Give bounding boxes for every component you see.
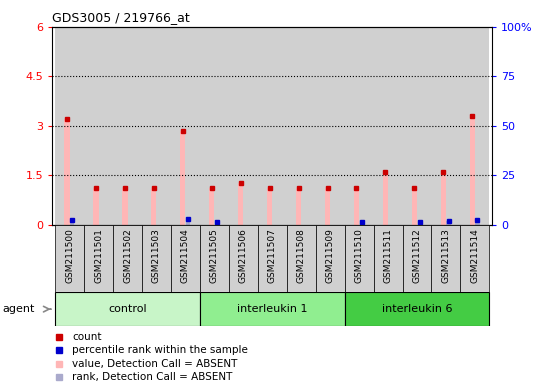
- Bar: [360, 222, 364, 225]
- Bar: [151, 189, 156, 225]
- Bar: [200, 292, 345, 326]
- Text: interleukin 6: interleukin 6: [382, 304, 452, 314]
- Bar: [383, 172, 388, 225]
- Bar: [345, 27, 373, 225]
- Bar: [113, 27, 142, 225]
- Text: GSM211512: GSM211512: [412, 228, 421, 283]
- Bar: [345, 292, 490, 326]
- Bar: [345, 225, 373, 292]
- Text: GSM211504: GSM211504: [181, 228, 190, 283]
- Text: interleukin 1: interleukin 1: [237, 304, 307, 314]
- Bar: [403, 27, 431, 225]
- Bar: [200, 225, 229, 292]
- Bar: [354, 189, 359, 225]
- Bar: [431, 27, 460, 225]
- Bar: [460, 27, 490, 225]
- Bar: [287, 27, 316, 225]
- Bar: [417, 222, 422, 225]
- Text: percentile rank within the sample: percentile rank within the sample: [72, 345, 248, 356]
- Bar: [55, 225, 84, 292]
- Text: count: count: [72, 332, 102, 342]
- Text: GSM211503: GSM211503: [152, 228, 161, 283]
- Text: GSM211500: GSM211500: [65, 228, 74, 283]
- Bar: [403, 225, 431, 292]
- Bar: [180, 131, 185, 225]
- Bar: [84, 27, 113, 225]
- Bar: [475, 220, 480, 225]
- Bar: [64, 119, 70, 225]
- Bar: [55, 27, 84, 225]
- Bar: [373, 27, 403, 225]
- Bar: [209, 189, 214, 225]
- Text: agent: agent: [3, 304, 35, 314]
- Bar: [287, 225, 316, 292]
- Text: value, Detection Call = ABSENT: value, Detection Call = ABSENT: [72, 359, 238, 369]
- Bar: [171, 27, 200, 225]
- Bar: [113, 225, 142, 292]
- Text: GSM211506: GSM211506: [239, 228, 248, 283]
- Bar: [447, 221, 450, 225]
- Bar: [229, 27, 258, 225]
- Bar: [412, 189, 417, 225]
- Text: GSM211514: GSM211514: [470, 228, 480, 283]
- Bar: [316, 27, 345, 225]
- Bar: [215, 222, 219, 225]
- Text: GSM211505: GSM211505: [210, 228, 219, 283]
- Bar: [431, 225, 460, 292]
- Text: GSM211509: GSM211509: [326, 228, 334, 283]
- Bar: [460, 225, 490, 292]
- Text: rank, Detection Call = ABSENT: rank, Detection Call = ABSENT: [72, 372, 233, 382]
- Bar: [142, 225, 171, 292]
- Bar: [94, 189, 98, 225]
- Text: GDS3005 / 219766_at: GDS3005 / 219766_at: [52, 11, 190, 24]
- Bar: [55, 292, 200, 326]
- Bar: [142, 27, 171, 225]
- Bar: [238, 184, 243, 225]
- Text: GSM211507: GSM211507: [268, 228, 277, 283]
- Bar: [325, 189, 330, 225]
- Bar: [267, 189, 272, 225]
- Text: control: control: [108, 304, 147, 314]
- Bar: [84, 225, 113, 292]
- Text: GSM211510: GSM211510: [355, 228, 364, 283]
- Bar: [70, 220, 74, 225]
- Bar: [171, 225, 200, 292]
- Text: GSM211508: GSM211508: [296, 228, 306, 283]
- Text: GSM211513: GSM211513: [442, 228, 450, 283]
- Text: GSM211511: GSM211511: [383, 228, 393, 283]
- Bar: [258, 225, 287, 292]
- Bar: [229, 225, 258, 292]
- Bar: [200, 27, 229, 225]
- Bar: [373, 225, 403, 292]
- Bar: [258, 27, 287, 225]
- Text: GSM211501: GSM211501: [94, 228, 103, 283]
- Bar: [186, 219, 190, 225]
- Text: GSM211502: GSM211502: [123, 228, 132, 283]
- Bar: [316, 225, 345, 292]
- Bar: [122, 189, 128, 225]
- Bar: [296, 189, 301, 225]
- Bar: [470, 116, 475, 225]
- Bar: [441, 172, 446, 225]
